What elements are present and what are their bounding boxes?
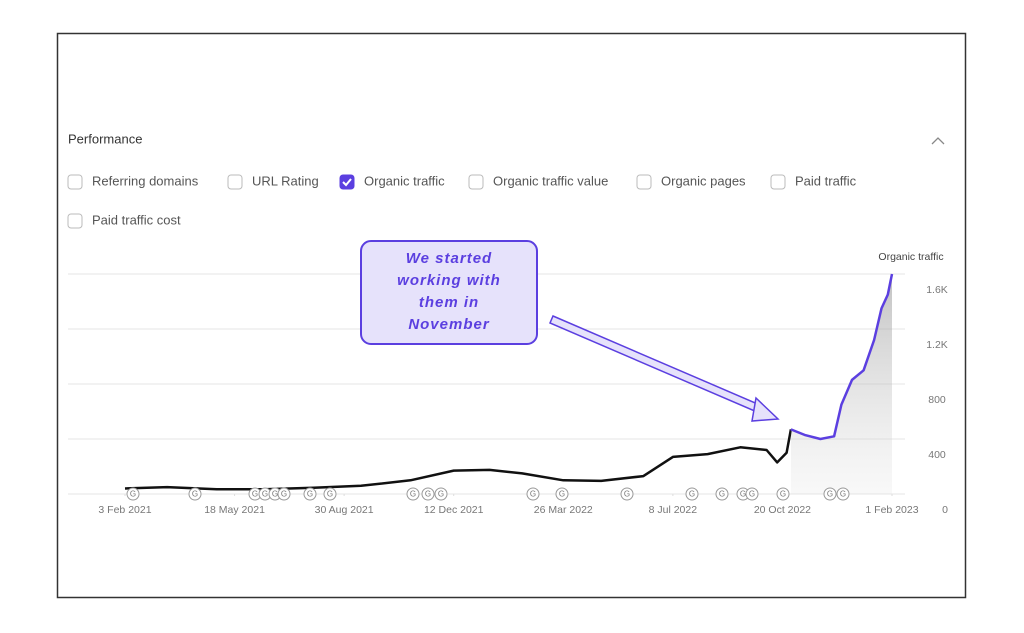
update-marker-label: G (749, 490, 755, 499)
x-tick-label: 30 Aug 2021 (315, 504, 374, 516)
update-marker[interactable] (836, 487, 850, 501)
x-tick-label: 3 Feb 2021 (98, 504, 151, 516)
update-marker-label: G (425, 490, 431, 499)
section-title: Performance (68, 131, 142, 146)
annotation-arrowhead (751, 396, 780, 422)
update-marker-label: G (130, 490, 136, 499)
x-tick-label: 18 May 2021 (204, 504, 265, 516)
update-marker-label: G (559, 490, 565, 499)
update-marker-label: G (262, 490, 268, 499)
annotation: We started working with them in November (360, 240, 780, 422)
update-marker[interactable] (823, 487, 837, 501)
checkbox[interactable] (636, 174, 652, 190)
update-marker-label: G (780, 490, 786, 499)
update-marker[interactable] (685, 487, 699, 501)
checkbox-label[interactable]: Organic traffic (364, 173, 445, 188)
y-tick-label: 800 (928, 394, 946, 406)
update-marker-label: G (272, 490, 278, 499)
update-marker-label: G (719, 490, 725, 499)
update-marker[interactable] (715, 487, 729, 501)
update-marker[interactable] (620, 487, 634, 501)
x-tick-label: 26 Mar 2022 (534, 504, 593, 516)
checkbox-label[interactable]: Paid traffic (795, 173, 857, 188)
metric-toggles: Referring domains URL Rating Organic traff… (67, 173, 857, 229)
update-marker[interactable] (303, 487, 317, 501)
update-marker[interactable] (126, 487, 140, 501)
x-tick-label: 12 Dec 2021 (424, 504, 484, 516)
checkbox[interactable] (339, 174, 355, 190)
update-marker-label: G (252, 490, 258, 499)
update-marker[interactable] (434, 487, 448, 501)
x-tick-label: 8 Jul 2022 (649, 504, 698, 516)
checkbox[interactable] (67, 213, 83, 229)
update-marker-label: G (438, 490, 444, 499)
update-marker[interactable] (277, 487, 291, 501)
checkbox-label[interactable]: URL Rating (252, 173, 319, 188)
checkbox[interactable] (227, 174, 243, 190)
update-marker-label: G (327, 490, 333, 499)
update-marker-label: G (827, 490, 833, 499)
collapse-caret[interactable] (931, 137, 945, 145)
update-marker-label: G (281, 490, 287, 499)
checkbox-label[interactable]: Referring domains (92, 173, 199, 188)
update-marker[interactable] (421, 487, 435, 501)
x-tick-label: 20 Oct 2022 (754, 504, 811, 516)
annotation-text: We started (406, 250, 492, 267)
checkbox[interactable] (468, 174, 484, 190)
update-marker-label: G (689, 490, 695, 499)
update-marker[interactable] (776, 487, 790, 501)
x-tick-label: 1 Feb 2023 (865, 504, 918, 516)
series-label: Organic traffic (878, 251, 943, 263)
update-marker-label: G (740, 490, 746, 499)
checkbox[interactable] (67, 174, 83, 190)
y-tick-label: 0 (942, 504, 948, 516)
annotation-text: them in (419, 294, 479, 311)
annotation-text: working with (397, 272, 501, 289)
update-marker-label: G (307, 490, 313, 499)
update-marker-label: G (530, 490, 536, 499)
update-marker[interactable] (745, 487, 759, 501)
checkbox-label[interactable]: Paid traffic cost (92, 212, 181, 227)
checkbox-label[interactable]: Organic traffic value (493, 173, 608, 188)
update-marker-label: G (840, 490, 846, 499)
y-tick-label: 1.6K (926, 284, 948, 296)
update-marker-label: G (624, 490, 630, 499)
y-tick-label: 1.2K (926, 339, 948, 351)
update-marker[interactable] (526, 487, 540, 501)
y-tick-label: 400 (928, 449, 946, 461)
update-marker[interactable] (323, 487, 337, 501)
line (790, 273, 894, 441)
update-marker-label: G (192, 490, 198, 499)
update-marker-label: G (410, 490, 416, 499)
annotation-box (360, 240, 538, 345)
annotation-text: November (408, 316, 490, 333)
checkbox-label[interactable]: Organic pages (661, 173, 746, 188)
update-marker[interactable] (406, 487, 420, 501)
update-marker[interactable] (188, 487, 202, 501)
update-marker[interactable] (555, 487, 569, 501)
checkmark (342, 178, 352, 187)
checkbox[interactable] (770, 174, 786, 190)
